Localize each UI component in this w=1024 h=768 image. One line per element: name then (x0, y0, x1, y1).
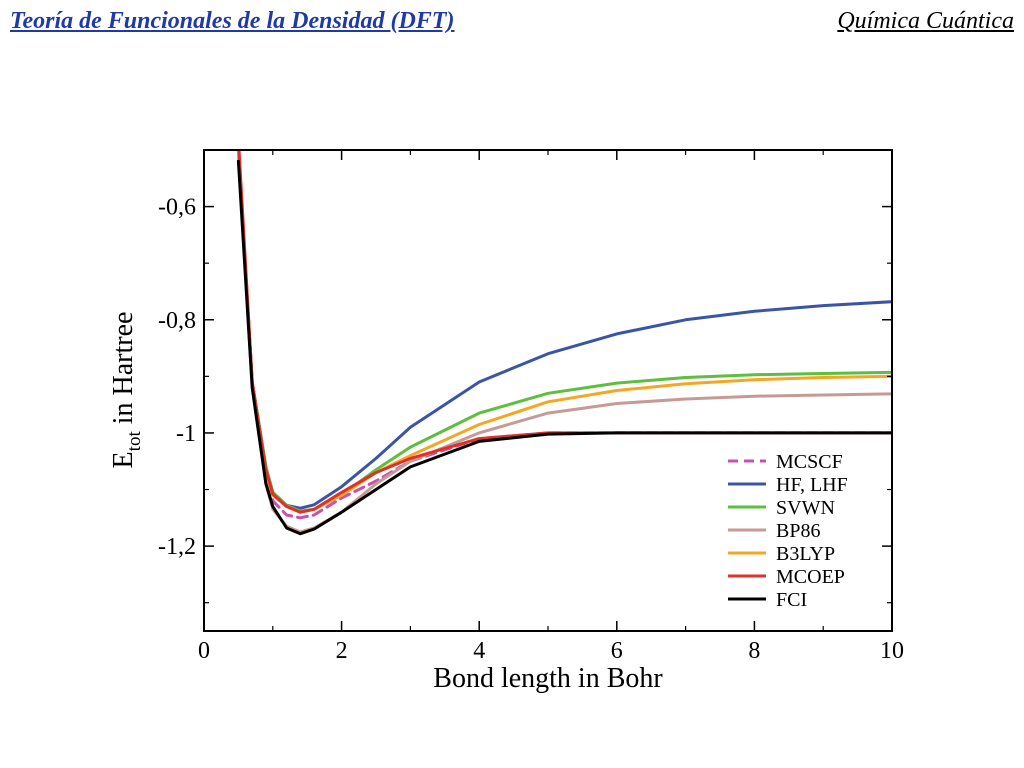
y-tick-label: -0,8 (158, 308, 196, 334)
legend-label: MCOEP (776, 566, 845, 588)
slide-title-left: Teoría de Funcionales de la Densidad (DF… (10, 8, 455, 34)
legend-label: B3LYP (776, 543, 835, 565)
x-tick-label: 10 (880, 638, 904, 664)
x-tick-label: 6 (611, 638, 623, 664)
y-tick-label: -1,2 (158, 534, 196, 560)
legend-label: HF, LHF (776, 474, 848, 496)
x-axis-label: Bond length in Bohr (433, 663, 663, 694)
x-tick-label: 4 (473, 638, 485, 664)
legend-label: SVWN (776, 497, 835, 519)
legend-label: FCI (776, 589, 807, 611)
y-axis-label: Etot in Hartree (108, 312, 145, 469)
y-tick-label: -1 (176, 421, 196, 447)
x-tick-label: 8 (748, 638, 760, 664)
y-axis-label-main: E (108, 451, 139, 468)
series-line-fci (236, 159, 892, 536)
x-tick-label: 2 (336, 638, 348, 664)
x-tick-label: 0 (198, 638, 210, 664)
legend-label: MCSCF (776, 451, 843, 473)
y-axis-label-sub: tot (124, 431, 145, 452)
legend-label: BP86 (776, 520, 820, 542)
y-axis-label-rest: in Hartree (108, 312, 139, 432)
ticks-layer: 0 2 4 6 8 10 -0,6 -0,8 -1 -1,2 (158, 149, 904, 664)
y-tick-label: -0,6 (158, 195, 196, 221)
series-layer (236, 150, 892, 536)
slide-title-right: Química Cuántica (837, 8, 1014, 34)
